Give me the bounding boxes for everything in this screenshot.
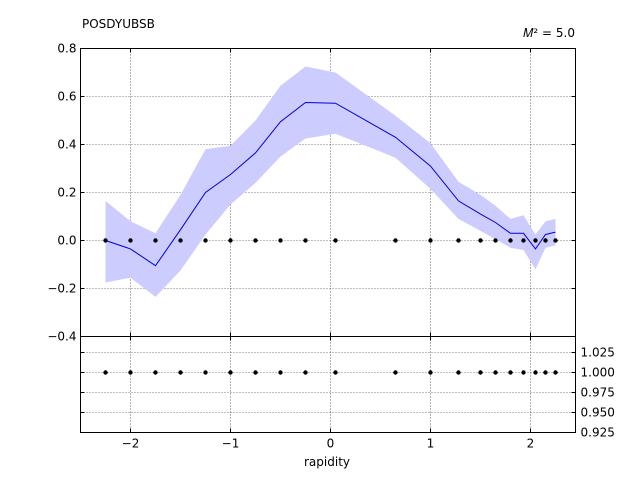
main-data-point-8 <box>303 238 308 243</box>
x-axis-label: rapidity <box>304 455 350 469</box>
main-data-point-3 <box>178 238 183 243</box>
ratio-data-point-19 <box>553 370 558 375</box>
central-value-line-0 <box>105 101 556 267</box>
ratio-data-point-10 <box>393 370 398 375</box>
main-data-point-4 <box>203 238 208 243</box>
ratio-data-point-12 <box>456 370 461 375</box>
main-data-point-10 <box>393 238 398 243</box>
main-data-point-6 <box>253 238 258 243</box>
ratio-data-point-17 <box>533 370 538 375</box>
main-data-point-1 <box>128 238 133 243</box>
ratio-data-point-5 <box>228 370 233 375</box>
main-ytick-label-0: −0.4 <box>47 330 76 344</box>
main-ytick-label-6: 0.8 <box>57 42 76 56</box>
ratio-panel-axes: 0.925 0.950 0.975 1.000 1.025 <box>80 346 615 440</box>
xtick-label-2: 0 <box>327 437 335 451</box>
ratio-data-point-13 <box>478 370 483 375</box>
main-ytick-label-1: −0.2 <box>47 282 76 296</box>
ratio-data-point-3 <box>178 370 183 375</box>
ratio-data-point-0 <box>103 370 108 375</box>
main-ytick-label-5: 0.6 <box>57 90 76 104</box>
ratio-panel-frame <box>80 336 576 433</box>
main-data-point-12 <box>456 238 461 243</box>
xtick-label-3: 1 <box>427 437 435 451</box>
annotation-m2: 𝑀² = 5.0 <box>523 26 575 40</box>
ratio-data-point-6 <box>253 370 258 375</box>
uncertainty-band-0 <box>105 66 556 297</box>
ratio-ytick-label-2: 0.975 <box>581 386 615 400</box>
main-ytick-label-4: 0.4 <box>57 138 76 152</box>
ratio-data-point-2 <box>153 370 158 375</box>
ratio-ytick-label-1: 0.950 <box>581 406 615 420</box>
main-data-point-16 <box>521 238 526 243</box>
ratio-data-point-9 <box>333 370 338 375</box>
ratio-data-point-14 <box>493 370 498 375</box>
xtick-label-1: −1 <box>222 437 240 451</box>
ratio-data-point-4 <box>203 370 208 375</box>
main-data-point-11 <box>428 238 433 243</box>
main-data-point-0 <box>103 238 108 243</box>
main-data-point-2 <box>153 238 158 243</box>
main-data-point-19 <box>553 238 558 243</box>
ratio-ytick-label-0: 0.925 <box>581 426 615 440</box>
main-ytick-label-2: 0.0 <box>57 234 76 248</box>
ratio-data-point-8 <box>303 370 308 375</box>
ratio-data-point-11 <box>428 370 433 375</box>
ratio-ytick-label-4: 1.025 <box>581 346 615 360</box>
ratio-data-point-1 <box>128 370 133 375</box>
main-data-point-15 <box>508 238 513 243</box>
main-panel-axes: −0.4 −0.2 0.0 0.2 0.4 0.6 0.8 <box>47 42 576 344</box>
xtick-label-4: 2 <box>527 437 535 451</box>
ratio-panel-plot <box>103 370 558 375</box>
main-data-point-17 <box>533 238 538 243</box>
chart-title: POSDYUBSB <box>82 17 155 31</box>
main-data-point-13 <box>478 238 483 243</box>
ratio-data-point-18 <box>543 370 548 375</box>
main-data-point-14 <box>493 238 498 243</box>
x-axis: −2 −1 0 1 2 <box>122 48 535 451</box>
ratio-panel-grid <box>80 336 576 433</box>
main-data-point-18 <box>543 238 548 243</box>
ratio-data-point-16 <box>521 370 526 375</box>
main-panel-plot <box>103 66 558 297</box>
ratio-data-point-7 <box>278 370 283 375</box>
main-ytick-label-3: 0.2 <box>57 186 76 200</box>
main-data-point-5 <box>228 238 233 243</box>
main-data-point-7 <box>278 238 283 243</box>
ratio-ytick-label-3: 1.000 <box>581 366 615 380</box>
ratio-data-point-15 <box>508 370 513 375</box>
main-data-point-9 <box>333 238 338 243</box>
xtick-label-0: −2 <box>122 437 140 451</box>
